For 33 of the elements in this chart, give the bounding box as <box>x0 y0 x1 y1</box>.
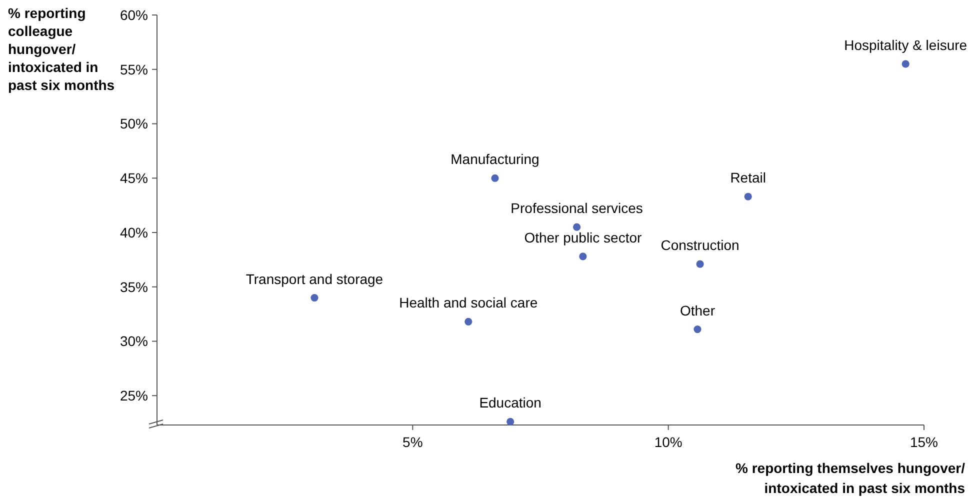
y-tick-label: 45% <box>120 170 148 186</box>
y-tick-label: 35% <box>120 278 148 295</box>
point <box>694 325 702 334</box>
annotation: Manufacturing <box>450 151 540 168</box>
y-tick-label: 50% <box>120 116 148 132</box>
point <box>310 294 318 302</box>
annotation: Construction <box>660 237 740 254</box>
annotation: Education <box>479 394 542 411</box>
x-tick-label: 10% <box>654 434 682 450</box>
y-tick-label: 55% <box>120 61 148 78</box>
y-tick-label: 25% <box>120 388 148 404</box>
y-tick-label: 60% <box>120 6 148 23</box>
x-axis-title: % reporting themselves hungover/ intoxicated in past six months <box>736 460 966 496</box>
y-axis-title: % reporting colleague hungover/ intoxicated in past six months <box>8 5 115 93</box>
point <box>506 418 514 426</box>
x-tick-label: 5% <box>402 434 423 450</box>
y-tick-label: 30% <box>120 333 148 350</box>
annotation: Hospitality & leisure <box>844 36 968 53</box>
point <box>491 174 499 182</box>
annotation: Transport and storage <box>246 270 384 287</box>
annotation: Other <box>680 302 716 318</box>
annotation: Health and social care <box>399 294 538 311</box>
point <box>696 260 704 268</box>
point <box>902 60 910 68</box>
point <box>573 223 581 231</box>
point <box>744 192 752 200</box>
x-tick-label: 15% <box>910 434 938 450</box>
annotation: Other public sector <box>524 229 642 246</box>
y-tick-label: 40% <box>120 224 148 240</box>
annotation: Retail <box>730 170 766 186</box>
point <box>464 318 472 326</box>
point <box>579 252 587 260</box>
annotation: Professional services <box>510 200 643 216</box>
